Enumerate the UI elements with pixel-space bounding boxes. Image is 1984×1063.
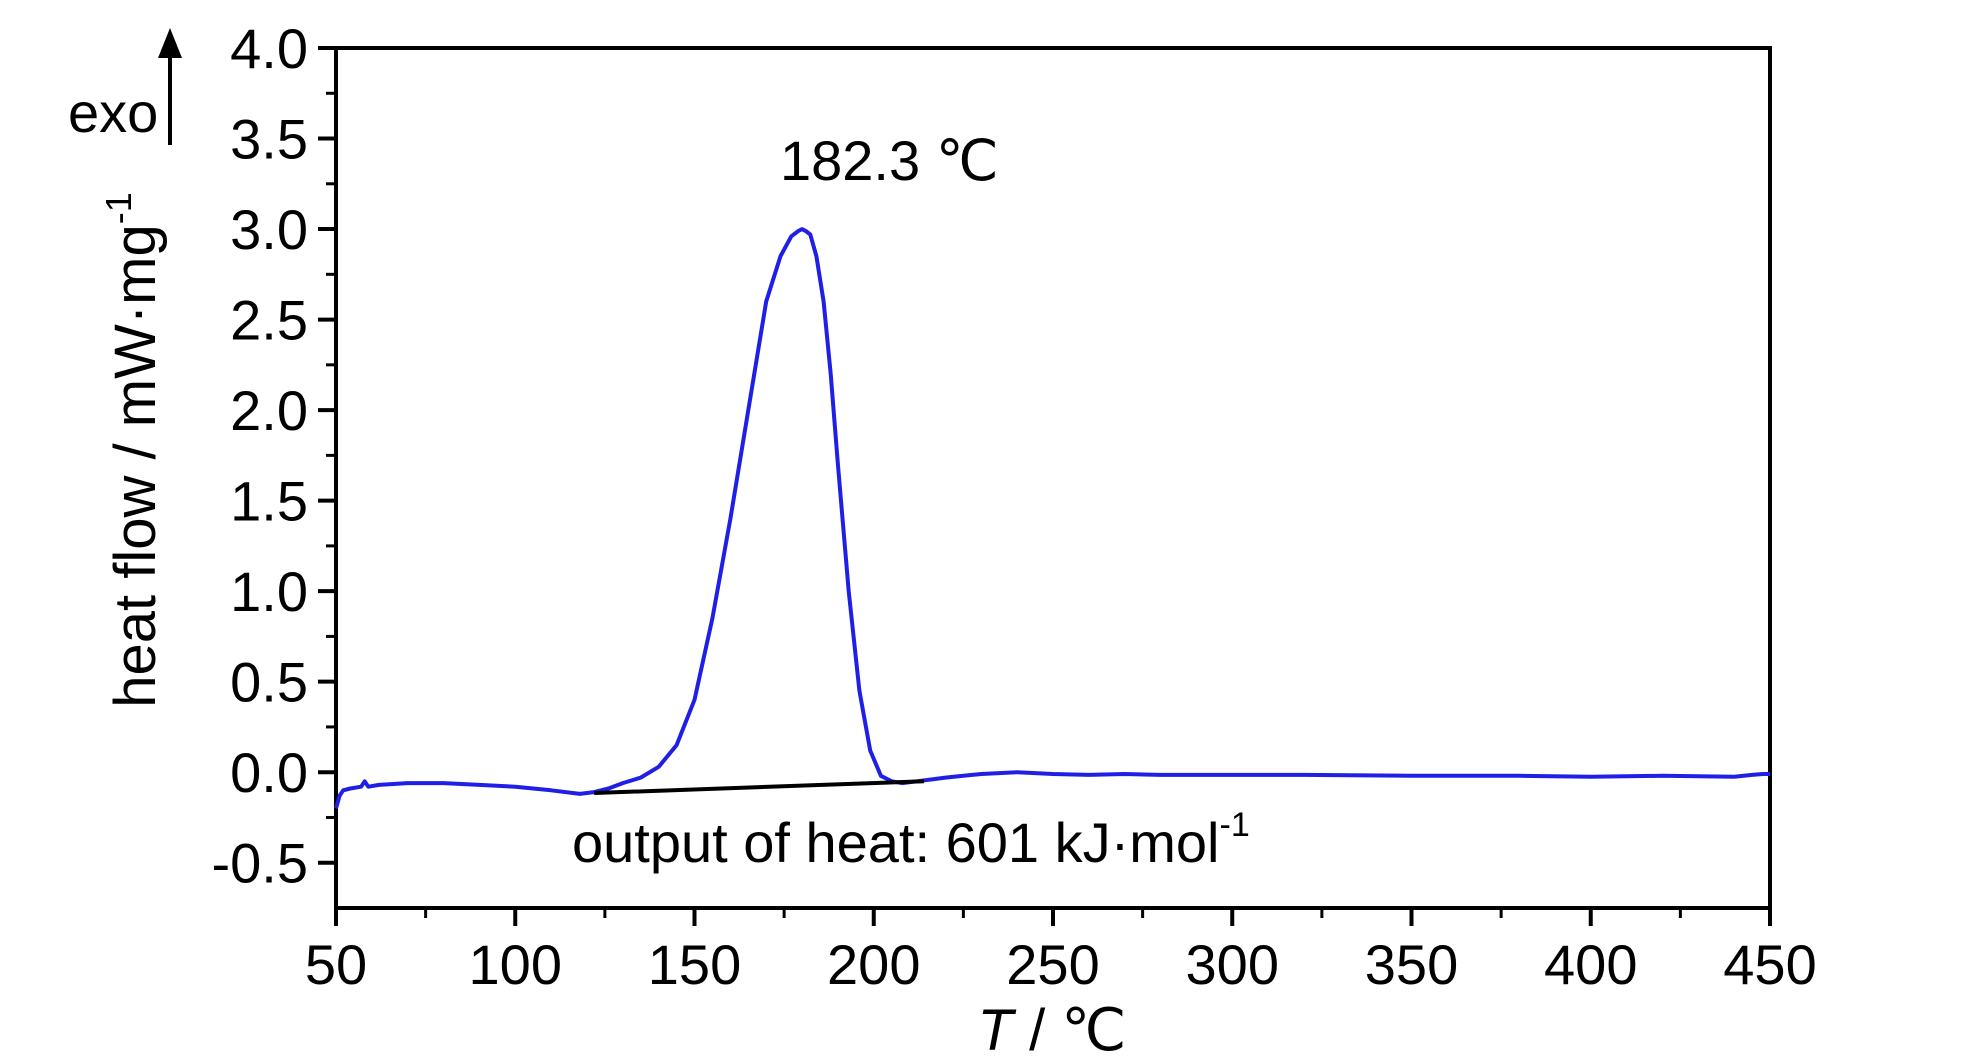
y-tick-label: 0.5 bbox=[230, 651, 308, 714]
x-tick-label: 300 bbox=[1186, 933, 1279, 996]
x-tick-label: 50 bbox=[305, 933, 367, 996]
heat-output-label: output of heat: 601 kJ·mol-1 bbox=[572, 806, 1250, 874]
y-tick-label: 0.0 bbox=[230, 741, 308, 804]
x-tick-label: 450 bbox=[1723, 933, 1816, 996]
x-axis-label: T / ℃ bbox=[978, 998, 1127, 1063]
x-tick-label: 350 bbox=[1365, 933, 1458, 996]
y-tick-label: 2.0 bbox=[230, 379, 308, 442]
y-tick-label: 2.5 bbox=[230, 289, 308, 352]
peak-temperature-label: 182.3 ℃ bbox=[780, 129, 999, 192]
y-tick-labels: -0.5 0.0 0.5 1.0 1.5 2.0 2.5 3.0 3.5 4.0 bbox=[212, 17, 309, 895]
heat-flow-series-line bbox=[334, 227, 1770, 809]
y-tick-label: 1.5 bbox=[230, 470, 308, 533]
exo-arrow-icon bbox=[158, 28, 182, 145]
plot-frame bbox=[334, 46, 1772, 910]
x-tick-labels: 50 100 150 200 250 300 350 400 450 bbox=[305, 933, 1817, 996]
exo-label: exo bbox=[68, 81, 158, 144]
x-tick-label: 400 bbox=[1544, 933, 1637, 996]
y-tick-label: 3.0 bbox=[230, 198, 308, 261]
x-tick-label: 100 bbox=[469, 933, 562, 996]
tick-marks bbox=[318, 46, 1772, 926]
y-tick-label: 1.0 bbox=[230, 560, 308, 623]
y-tick-label: 3.5 bbox=[230, 108, 308, 171]
x-tick-label: 200 bbox=[827, 933, 920, 996]
x-tick-label: 150 bbox=[648, 933, 741, 996]
integration-baseline bbox=[594, 779, 925, 796]
y-tick-label: 4.0 bbox=[230, 17, 308, 80]
y-tick-label: -0.5 bbox=[212, 832, 309, 895]
x-tick-label: 250 bbox=[1006, 933, 1099, 996]
y-axis-label: heat flow / mW·mg-1 bbox=[98, 192, 168, 707]
